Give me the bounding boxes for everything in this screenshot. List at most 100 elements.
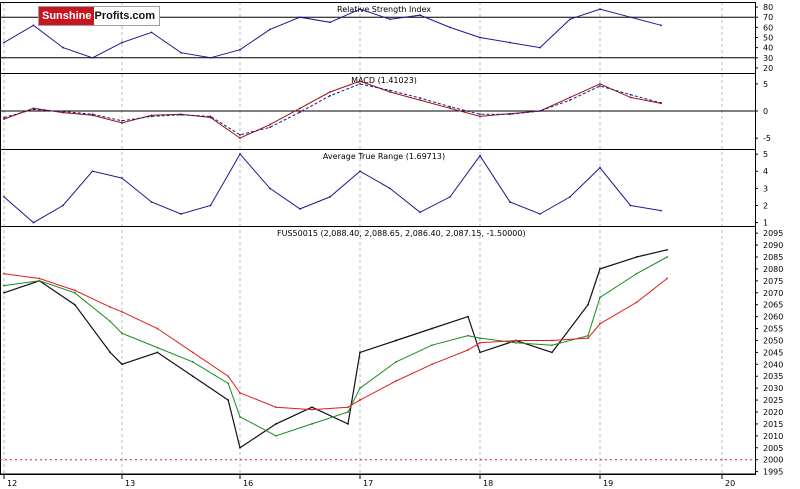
data-point — [359, 8, 361, 11]
y-tick-label: 2030 — [763, 384, 783, 393]
y-tick-label: 2015 — [763, 420, 783, 429]
data-point — [539, 213, 541, 215]
series-line-0 — [3, 249, 668, 449]
data-point — [395, 361, 397, 363]
data-point — [299, 107, 301, 110]
data-point — [156, 346, 159, 349]
series-line-1 — [3, 256, 668, 437]
data-point — [587, 303, 589, 306]
y-tick-label: 2095 — [763, 229, 783, 238]
data-point — [479, 341, 481, 344]
data-point — [62, 110, 64, 113]
data-point — [299, 111, 301, 113]
data-point — [359, 399, 361, 401]
y-tick-label: 30 — [763, 54, 773, 63]
data-point — [3, 118, 5, 121]
data-point — [32, 221, 35, 224]
data-point — [191, 361, 194, 363]
y-tick-label: 0 — [763, 107, 768, 116]
y-tick-label: 2045 — [763, 348, 783, 357]
data-point — [635, 272, 638, 275]
x-tick-label: 12 — [7, 479, 17, 488]
data-point — [359, 170, 361, 173]
data-point — [419, 99, 421, 102]
y-tick-label: 5 — [763, 80, 768, 89]
data-point — [329, 94, 331, 97]
data-point — [431, 327, 433, 330]
y-tick-label: 2010 — [763, 432, 783, 441]
data-point — [551, 351, 553, 354]
y-tick-label: -5 — [763, 134, 771, 143]
data-point — [329, 91, 331, 93]
data-point — [419, 97, 421, 99]
data-point — [91, 113, 94, 116]
y-tick-label: 70 — [763, 13, 773, 22]
y-tick-label: 5 — [763, 150, 768, 159]
data-point — [551, 339, 553, 342]
data-point — [599, 8, 601, 11]
data-point — [587, 334, 589, 337]
data-point — [269, 123, 271, 126]
data-point — [239, 48, 241, 51]
y-tick-label: 2085 — [763, 253, 783, 262]
data-point — [121, 119, 123, 122]
data-point — [269, 187, 271, 190]
data-point — [539, 110, 541, 112]
panel-2: 1 2 3 4 5 Average True Range (1.69713) — [0, 149, 768, 228]
data-point — [467, 315, 469, 318]
data-point — [180, 113, 182, 116]
data-point — [539, 46, 541, 49]
y-tick-label: 2065 — [763, 301, 783, 310]
data-point — [73, 291, 76, 294]
data-point — [359, 351, 361, 354]
sunshine-profits-logo: Sunshine Profits.com — [38, 6, 161, 26]
data-point — [3, 116, 5, 119]
y-tick-label: 2020 — [763, 408, 783, 417]
data-point — [91, 56, 94, 59]
logo-text-sunshine: Sunshine — [39, 7, 94, 25]
data-point — [62, 204, 64, 207]
data-point — [156, 327, 159, 330]
y-tick-label: 60 — [763, 23, 773, 32]
data-point — [569, 18, 571, 21]
data-point — [515, 341, 517, 344]
data-point — [91, 170, 94, 173]
data-point — [180, 213, 182, 215]
data-point — [569, 96, 571, 99]
series-line-0 — [3, 153, 662, 224]
x-tick-label: 20 — [725, 479, 735, 488]
data-point — [156, 351, 159, 354]
data-point — [62, 46, 64, 49]
data-point — [311, 408, 313, 411]
data-point — [239, 133, 241, 136]
data-point — [150, 115, 153, 118]
data-point — [32, 24, 35, 27]
panel-title: MACD (1.41023) — [351, 76, 417, 85]
data-point — [239, 392, 241, 394]
data-point — [569, 99, 571, 102]
x-tick-label: 16 — [243, 479, 253, 488]
data-point — [666, 256, 668, 258]
data-point — [109, 351, 112, 354]
data-point — [150, 31, 153, 34]
data-point — [121, 122, 123, 124]
data-point — [359, 82, 361, 85]
data-point — [3, 196, 5, 198]
y-tick-label: 2060 — [763, 313, 783, 322]
y-tick-label: 2050 — [763, 336, 783, 345]
data-point — [239, 137, 241, 140]
data-point — [275, 434, 277, 437]
data-point — [38, 277, 41, 280]
data-point — [509, 201, 511, 203]
y-tick-label: 4 — [763, 167, 768, 176]
data-point — [209, 204, 212, 207]
data-point — [449, 196, 451, 198]
data-point — [121, 332, 123, 335]
data-point — [347, 406, 349, 409]
data-point — [347, 423, 349, 425]
data-point — [269, 28, 271, 31]
panel-title: Relative Strength Index — [337, 5, 431, 14]
panel-title: Average True Range (1.69713) — [323, 152, 445, 161]
